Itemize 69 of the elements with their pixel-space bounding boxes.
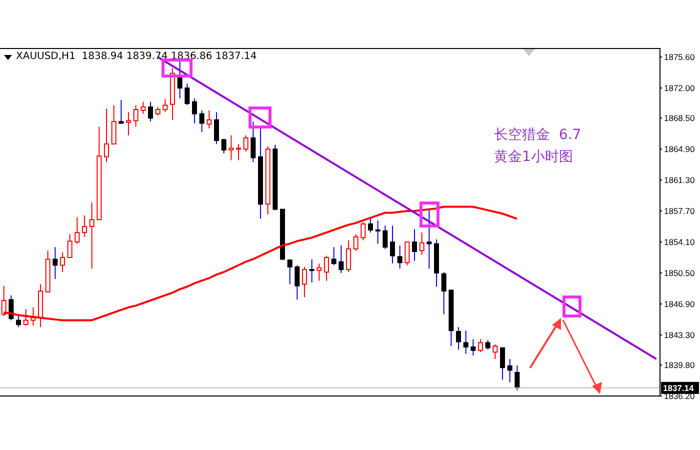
y-tick-label: 1854.10 bbox=[664, 237, 695, 248]
candlestick bbox=[104, 108, 109, 162]
candlestick bbox=[67, 234, 72, 258]
y-tick-label: 1872.00 bbox=[664, 83, 695, 94]
candlestick bbox=[463, 330, 468, 354]
ref-line-label: 1837.14 bbox=[663, 382, 694, 393]
candlestick bbox=[221, 138, 226, 154]
y-tick-label: 1868.50 bbox=[664, 113, 695, 124]
annotation: 长空猎金 6.7 bbox=[494, 126, 582, 144]
candlestick bbox=[419, 232, 424, 256]
candlestick bbox=[118, 100, 124, 124]
candlestick bbox=[250, 121, 256, 162]
candlestick bbox=[346, 240, 351, 273]
candlestick bbox=[470, 338, 476, 356]
candlestick bbox=[316, 263, 322, 282]
candlestick bbox=[184, 83, 190, 106]
candlestick bbox=[426, 208, 432, 270]
candlestick bbox=[140, 101, 146, 114]
candlestick bbox=[404, 242, 410, 266]
candlestick bbox=[192, 98, 197, 124]
candlestick bbox=[360, 222, 366, 241]
y-tick-label: 1861.30 bbox=[664, 175, 695, 186]
y-tick-label: 1875.60 bbox=[664, 52, 695, 62]
candlestick bbox=[214, 112, 219, 144]
candlestick bbox=[309, 258, 314, 283]
candlestick bbox=[126, 112, 131, 136]
candlestick bbox=[507, 358, 512, 383]
candlestick bbox=[412, 228, 417, 262]
annotation: 黄金1小时图 bbox=[494, 148, 573, 166]
y-tick-label: 1864.90 bbox=[664, 144, 695, 154]
candlestick bbox=[338, 244, 344, 274]
candlestick bbox=[52, 246, 58, 280]
candlestick bbox=[456, 326, 461, 350]
candlestick bbox=[331, 246, 336, 266]
y-tick-label: 1843.30 bbox=[664, 330, 695, 340]
candlestick bbox=[397, 244, 402, 270]
candlestick bbox=[324, 255, 329, 282]
candlestick bbox=[74, 216, 80, 244]
candlestick bbox=[111, 104, 116, 144]
candlestick bbox=[478, 338, 483, 353]
candlestick bbox=[236, 143, 241, 161]
y-tick-label: 1846.90 bbox=[664, 298, 695, 309]
candlestick bbox=[294, 264, 300, 300]
candlestick bbox=[243, 134, 248, 152]
candlestick bbox=[514, 365, 520, 391]
candlestick bbox=[162, 98, 168, 113]
candlestick bbox=[485, 340, 490, 350]
candlestick bbox=[492, 344, 498, 360]
y-tick-label: 1839.80 bbox=[664, 360, 695, 370]
candlestick bbox=[500, 347, 505, 380]
candlestick bbox=[133, 104, 138, 128]
candlestick bbox=[287, 258, 292, 285]
candlestick bbox=[82, 214, 87, 238]
candlestick bbox=[382, 225, 388, 250]
candlestick bbox=[199, 110, 204, 132]
candlestick bbox=[441, 272, 446, 315]
candlestick bbox=[60, 252, 65, 273]
y-tick-label: 1857.70 bbox=[664, 206, 695, 216]
candlestick bbox=[375, 220, 380, 244]
candlestick bbox=[16, 314, 21, 328]
candlestick bbox=[302, 266, 307, 298]
candlestick bbox=[390, 225, 395, 264]
candlestick bbox=[228, 134, 234, 161]
candlestick bbox=[148, 101, 153, 122]
y-tick-label: 1850.50 bbox=[664, 268, 695, 278]
candlestick bbox=[206, 110, 212, 129]
candlestick bbox=[353, 234, 358, 252]
candlestick bbox=[89, 202, 94, 270]
candlestick bbox=[368, 218, 373, 234]
